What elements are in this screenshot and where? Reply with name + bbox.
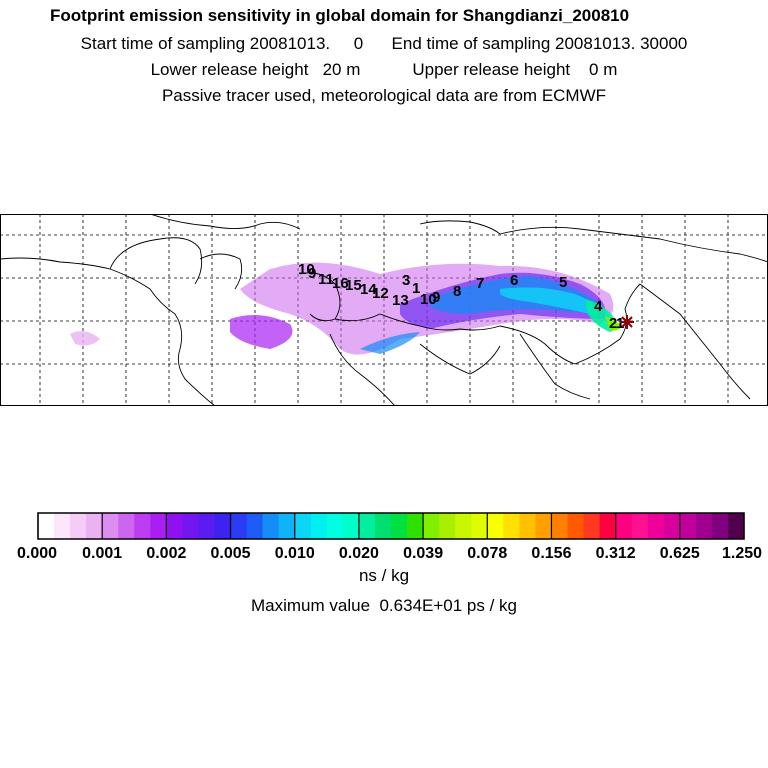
colorbar: 0.000 0.001 0.002 0.005 0.010 0.020 0.039 0.078… [17, 512, 762, 562]
colorbar-swatch [535, 513, 552, 539]
colorbar-swatch [391, 513, 408, 539]
footprint-plume [70, 262, 622, 355]
colorbar-swatch [134, 513, 151, 539]
colorbar-swatch [679, 513, 697, 539]
trajectory-label: 4 [594, 298, 603, 315]
trajectory-label: 13 [392, 292, 409, 309]
colorbar-swatch [102, 513, 119, 539]
trajectory-label: 1 [412, 280, 420, 297]
colorbar-tick-label: 0.312 [596, 545, 636, 562]
colorbar-swatch [599, 513, 617, 539]
trajectory-label: 10 [298, 261, 315, 278]
trajectory-label: 6 [510, 272, 518, 289]
colorbar-swatch [358, 513, 376, 539]
plot-title: Footprint emission sensitivity in global… [50, 6, 630, 25]
trajectory-label: 15 [345, 277, 362, 294]
colorbar-tick-label: 0.039 [403, 545, 443, 562]
colorbar-tick-label: 0.002 [146, 545, 186, 562]
colorbar-swatch [631, 513, 649, 539]
colorbar-swatch [262, 513, 280, 539]
trajectory-label: 9 [308, 265, 316, 282]
trajectory-label: 12 [372, 285, 389, 302]
sampling-time-line: Start time of sampling 20081013. 0 End t… [80, 34, 688, 53]
colorbar-swatch [166, 513, 183, 539]
colorbar-tick-label: 0.001 [82, 545, 122, 562]
colorbar-swatch [70, 513, 87, 539]
world-map: 10 9 11 16 15 14 12 13 1 3 10 9 8 7 6 5 … [0, 214, 768, 406]
colorbar-swatch [374, 513, 392, 539]
colorbar-swatch [150, 513, 167, 539]
colorbar-unit: ns / kg [358, 566, 410, 585]
trajectory-labels: 10 9 11 16 15 14 12 13 1 3 10 9 8 7 6 5 … [298, 261, 624, 332]
colorbar-swatch [86, 513, 103, 539]
colorbar-swatch [326, 513, 344, 539]
colorbar-tick-label: 0.625 [660, 545, 700, 562]
colorbar-swatch [246, 513, 264, 539]
colorbar-swatch [503, 513, 520, 539]
colorbar-swatch [455, 513, 472, 539]
trajectory-label: 8 [453, 283, 461, 300]
colorbar-swatch [38, 513, 55, 539]
colorbar-swatch [342, 513, 360, 539]
colorbar-tick-label: 1.250 [722, 545, 762, 562]
colorbar-swatch [118, 513, 135, 539]
colorbar-tick-label: 0.010 [275, 545, 315, 562]
trajectory-label: 5 [559, 274, 567, 291]
trajectory-label: 2 [609, 315, 617, 332]
colorbar-swatch [647, 513, 665, 539]
colorbar-tick-label: 0.005 [211, 545, 251, 562]
colorbar-swatch [471, 513, 488, 539]
release-height-line: Lower release height 20 m Upper release … [150, 60, 618, 79]
trajectory-label: 7 [476, 275, 484, 292]
colorbar-swatch [695, 513, 713, 539]
colorbar-tick-label: 0.000 [17, 545, 57, 562]
colorbar-swatch [310, 513, 328, 539]
trajectory-label: 10 [420, 291, 437, 308]
colorbar-swatch [439, 513, 456, 539]
colorbar-swatch [727, 513, 745, 539]
colorbar-tick-label: 0.078 [467, 545, 507, 562]
colorbar-swatch [519, 513, 536, 539]
colorbar-swatch [615, 513, 633, 539]
colorbar-swatch [230, 513, 248, 539]
colorbar-swatch [711, 513, 729, 539]
colorbar-swatch [278, 513, 296, 539]
colorbar-swatch [551, 513, 568, 539]
trajectory-label: 16 [332, 275, 349, 292]
colorbar-swatch [214, 513, 232, 539]
colorbar-swatch [182, 513, 199, 539]
colorbar-tick-label: 0.156 [531, 545, 571, 562]
colorbar-swatch [198, 513, 215, 539]
trajectory-label: 1 [616, 315, 624, 332]
colorbar-swatch [583, 513, 601, 539]
station-star-icon [620, 315, 634, 329]
tracer-info-line: Passive tracer used, meteorological data… [161, 86, 607, 105]
trajectory-label: 9 [432, 289, 440, 306]
colorbar-swatch [663, 513, 681, 539]
trajectory-label: 11 [318, 271, 334, 288]
trajectory-label: 14 [360, 281, 377, 298]
trajectory-label: 3 [402, 272, 410, 289]
colorbar-swatch [54, 513, 71, 539]
colorbar-swatch [487, 513, 504, 539]
colorbar-swatch [407, 513, 424, 539]
maximum-value-text: Maximum value 0.634E+01 ps / kg [251, 596, 517, 615]
colorbar-swatch [423, 513, 440, 539]
colorbar-swatch [294, 513, 312, 539]
colorbar-swatches [38, 513, 745, 539]
colorbar-tick-label: 0.020 [339, 545, 379, 562]
colorbar-tick-labels: 0.000 0.001 0.002 0.005 0.010 0.020 0.039 0.078… [17, 513, 762, 562]
colorbar-swatch [567, 513, 585, 539]
